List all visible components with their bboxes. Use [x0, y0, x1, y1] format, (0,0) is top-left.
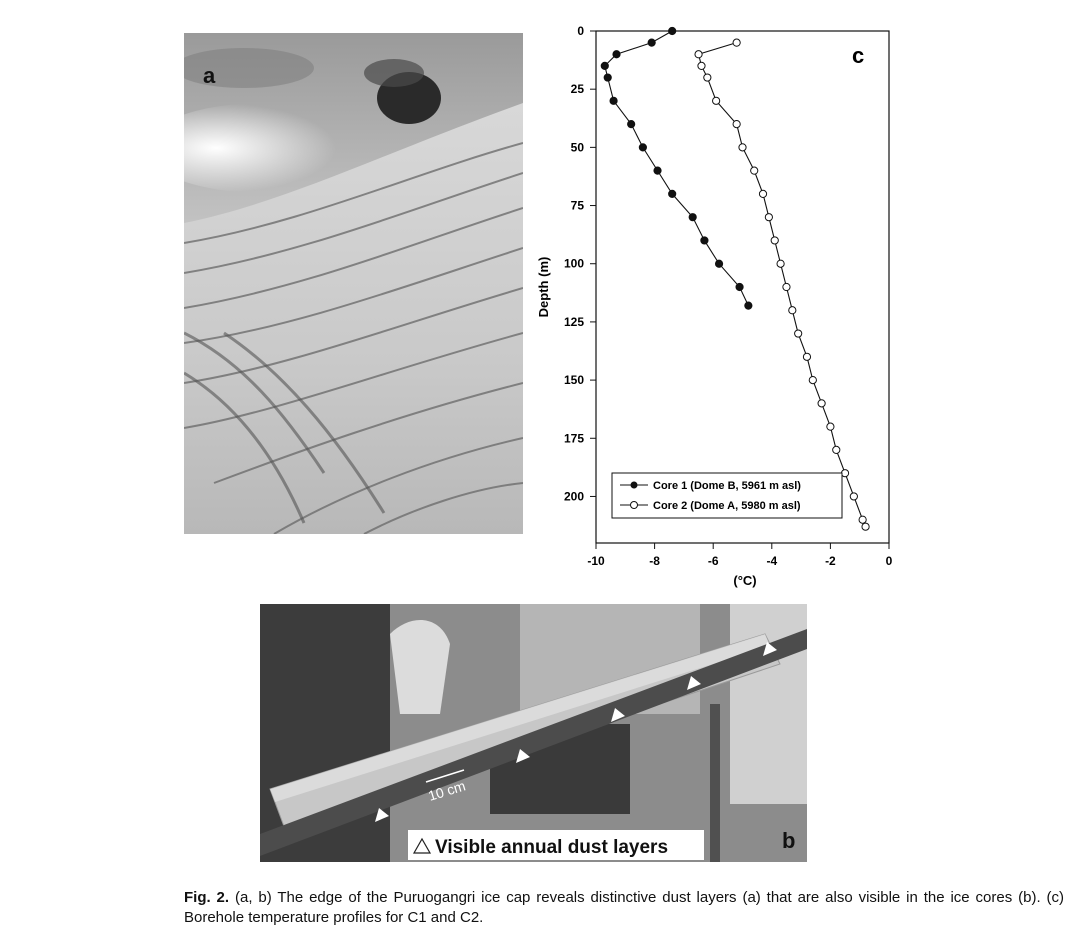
caption-label: Fig. 2.: [184, 889, 230, 906]
data-point-core1: [653, 166, 662, 175]
data-point-core2: [776, 259, 785, 268]
legend-marker-core1: [630, 481, 638, 489]
dust-legend-label: Visible annual dust layers: [435, 837, 668, 858]
x-tick-label: -10: [587, 554, 605, 568]
data-point-core2: [712, 96, 721, 105]
data-point-core1: [744, 301, 753, 310]
data-point-core2: [758, 189, 768, 199]
data-point-core1: [735, 282, 744, 292]
dust-layer-triangle: [516, 749, 530, 763]
data-point-core2: [802, 352, 812, 361]
series-line-core1: [604, 30, 749, 306]
series-line-core2: [697, 42, 867, 527]
data-point-core2: [694, 50, 703, 59]
x-tick-label: 0: [886, 554, 893, 568]
caption-text: (a, b) The edge of the Puruogangri ice c…: [184, 889, 1065, 926]
data-point-core2: [738, 143, 747, 152]
data-point-core2: [732, 119, 741, 129]
y-tick-label: 200: [564, 489, 584, 503]
y-tick-label: 100: [564, 257, 584, 271]
data-point-core2: [858, 515, 867, 524]
data-point-core1: [668, 26, 677, 36]
data-point-core1: [647, 38, 656, 47]
dust-legend-triangle-icon: [412, 837, 432, 854]
data-point-core2: [732, 38, 741, 47]
data-point-core2: [703, 73, 712, 82]
y-tick-label: 50: [571, 140, 585, 154]
data-point-core1: [627, 119, 636, 129]
data-point-core2: [794, 329, 803, 338]
panel-label-a: a: [203, 63, 216, 88]
y-axis-ticks: 0 25 50 75 100 125 150 175 200: [564, 24, 596, 503]
data-point-core2: [750, 166, 759, 175]
photo-ice-core: 10 cm Visible annual dust layers b: [260, 604, 807, 862]
y-tick-label: 25: [571, 82, 585, 96]
data-point-core2: [788, 306, 797, 315]
panel-label-c: c: [852, 43, 864, 68]
x-tick-label: -4: [766, 554, 777, 568]
x-tick-label: -2: [825, 554, 836, 568]
data-point-core1: [688, 213, 697, 222]
figure-caption: Fig. 2. (a, b) The edge of the Puruogang…: [184, 888, 1064, 928]
y-tick-label: 75: [571, 199, 585, 213]
y-tick-label: 125: [564, 315, 584, 329]
data-point-core1: [700, 236, 709, 245]
dust-layer-markers: [375, 642, 777, 822]
dust-layer-triangle: [375, 808, 389, 822]
dust-legend-box: [408, 830, 704, 860]
data-point-core1: [612, 50, 621, 59]
data-point-core2: [861, 522, 870, 531]
data-point-core2: [849, 492, 858, 501]
series-group: [600, 26, 870, 531]
data-point-core2: [697, 61, 706, 71]
data-point-core2: [764, 213, 773, 222]
y-tick-label: 175: [564, 431, 584, 445]
panel-label-b: b: [782, 828, 795, 853]
data-point-core2: [770, 236, 779, 245]
legend-label-core1: Core 1 (Dome B, 5961 m asl): [653, 480, 801, 492]
ice-cap-photo-drawing: [184, 33, 523, 534]
data-point-core1: [638, 143, 647, 152]
data-point-core2: [832, 445, 841, 455]
chart-svg: -10 -8 -6 -4 -2 0 0 25 50 75 100 125 150 175 200 (°C)…: [536, 24, 893, 588]
chart-legend: Core 1 (Dome B, 5961 m asl) Core 2 (Dome…: [611, 472, 843, 519]
legend-marker-core2: [630, 501, 638, 509]
dust-layer-triangle: [687, 676, 701, 690]
data-point-core1: [714, 259, 724, 268]
photo-ice-cap-edge: a: [184, 33, 523, 534]
data-point-core1: [603, 73, 612, 82]
x-axis-ticks: -10 -8 -6 -4 -2 0: [587, 543, 893, 568]
scale-bar: [425, 769, 465, 783]
data-point-core2: [782, 282, 791, 292]
legend-box: [611, 472, 843, 519]
plot-frame: [595, 30, 890, 544]
legend-label-core2: Core 2 (Dome A, 5980 m asl): [653, 500, 801, 512]
dust-layer-triangle: [763, 642, 777, 656]
x-tick-label: -6: [708, 554, 719, 568]
data-point-core1: [609, 96, 618, 105]
x-tick-label: -8: [649, 554, 660, 568]
data-point-core2: [840, 469, 850, 478]
data-point-core2: [808, 375, 817, 385]
dust-layer-triangle: [611, 708, 625, 722]
y-tick-label: 150: [564, 373, 584, 387]
data-point-core2: [817, 399, 826, 408]
data-point-core1: [600, 61, 609, 71]
x-axis-label: (°C): [733, 573, 756, 588]
data-point-core1: [668, 189, 677, 199]
y-axis-label: Depth (m): [536, 257, 551, 318]
chart-borehole-temperature: -10 -8 -6 -4 -2 0 0 25 50 75 100 125 150 175 200 (°C)…: [526, 18, 906, 598]
ice-core-photo-drawing: 10 cm Visible annual dust layers b: [260, 604, 807, 862]
y-tick-label: 0: [577, 24, 584, 38]
data-point-core2: [826, 422, 835, 431]
